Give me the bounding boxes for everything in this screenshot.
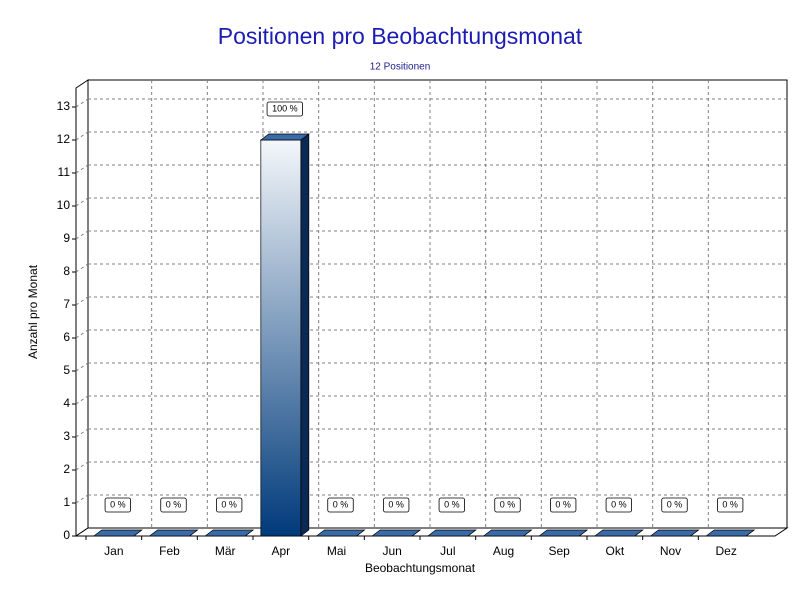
bar-top — [649, 529, 700, 537]
grid-line-side — [75, 230, 89, 240]
y-tick-label: 4 — [63, 396, 70, 410]
grid-line-side — [75, 197, 89, 207]
bar-top — [593, 529, 644, 537]
x-tick-label: Sep — [548, 544, 570, 558]
x-tick-label: Apr — [271, 544, 290, 558]
bar-top — [538, 529, 589, 537]
bar-top — [482, 529, 533, 537]
value-label: 0 % — [667, 499, 683, 509]
x-tick-label: Aug — [493, 544, 514, 558]
y-tick-label: 11 — [58, 165, 71, 179]
grid-line-side — [75, 362, 89, 372]
bar-top — [204, 529, 255, 537]
grid-line-side — [75, 296, 89, 306]
y-axis-label: Anzahl pro Monat — [26, 264, 40, 359]
back-wall — [87, 79, 788, 529]
bar-side — [300, 133, 310, 537]
grid-line-side — [75, 164, 89, 174]
grid-line-side — [75, 131, 89, 141]
bar-top — [315, 529, 366, 537]
y-tick-label: 8 — [63, 264, 70, 278]
value-label: 0 % — [444, 499, 460, 509]
value-label: 100 % — [272, 103, 298, 113]
grid-line-side — [75, 263, 89, 273]
y-tick-label: 13 — [57, 99, 71, 113]
y-tick-label: 10 — [57, 198, 71, 212]
value-label-box — [104, 497, 131, 513]
bar-top — [705, 529, 756, 537]
x-tick-label: Mai — [327, 544, 346, 558]
value-label: 0 % — [611, 499, 627, 509]
value-label-box — [438, 497, 465, 513]
x-axis-label: Beobachtungsmonat — [365, 561, 476, 575]
value-label: 0 % — [500, 499, 516, 509]
grid-line-side — [75, 395, 89, 405]
value-label: 0 % — [110, 499, 126, 509]
bar-top — [259, 133, 310, 141]
bar-top — [92, 529, 143, 537]
y-tick-label: 7 — [63, 297, 70, 311]
x-tick-label: Okt — [605, 544, 624, 558]
grid-line-side — [75, 461, 89, 471]
value-label-box — [266, 101, 303, 117]
value-label-box — [494, 497, 521, 513]
x-tick-label: Jun — [382, 544, 401, 558]
x-tick-label: Jan — [104, 544, 123, 558]
value-label: 0 % — [333, 499, 349, 509]
x-tick-label: Nov — [660, 544, 681, 558]
bar-top — [426, 529, 477, 537]
value-label-box — [605, 497, 632, 513]
value-label: 0 % — [555, 499, 571, 509]
value-label-box — [717, 497, 744, 513]
value-label: 0 % — [166, 499, 182, 509]
y-tick-label: 1 — [63, 495, 70, 509]
grid-line-side — [75, 329, 89, 339]
y-tick-label: 2 — [63, 462, 70, 476]
x-tick-label: Jul — [440, 544, 455, 558]
y-tick-label: 12 — [57, 132, 71, 146]
y-tick-label: 5 — [63, 363, 70, 377]
left-wall — [75, 79, 89, 537]
x-tick-label: Feb — [159, 544, 180, 558]
value-label-box — [661, 497, 688, 513]
value-label-box — [383, 497, 410, 513]
value-label-box — [216, 497, 243, 513]
grid-line-side — [75, 98, 89, 108]
value-label: 0 % — [221, 499, 237, 509]
value-label: 0 % — [388, 499, 404, 509]
value-label-box — [160, 497, 187, 513]
value-label: 0 % — [722, 499, 738, 509]
y-tick-label: 6 — [63, 330, 70, 344]
bar-top — [371, 529, 422, 537]
x-tick-label: Dez — [715, 544, 736, 558]
grid-line-side — [75, 494, 89, 504]
y-tick-label: 3 — [63, 429, 70, 443]
chart-subtitle: 12 Positionen — [370, 62, 431, 73]
y-tick-label: 0 — [63, 528, 70, 542]
y-tick-label: 9 — [63, 231, 70, 245]
bar-top — [148, 529, 199, 537]
grid-line-side — [75, 428, 89, 438]
chart-title: Positionen pro Beobachtungsmonat — [218, 23, 583, 49]
value-label-box — [327, 497, 354, 513]
x-tick-label: Mär — [215, 544, 236, 558]
bar — [260, 139, 302, 537]
value-label-box — [550, 497, 577, 513]
